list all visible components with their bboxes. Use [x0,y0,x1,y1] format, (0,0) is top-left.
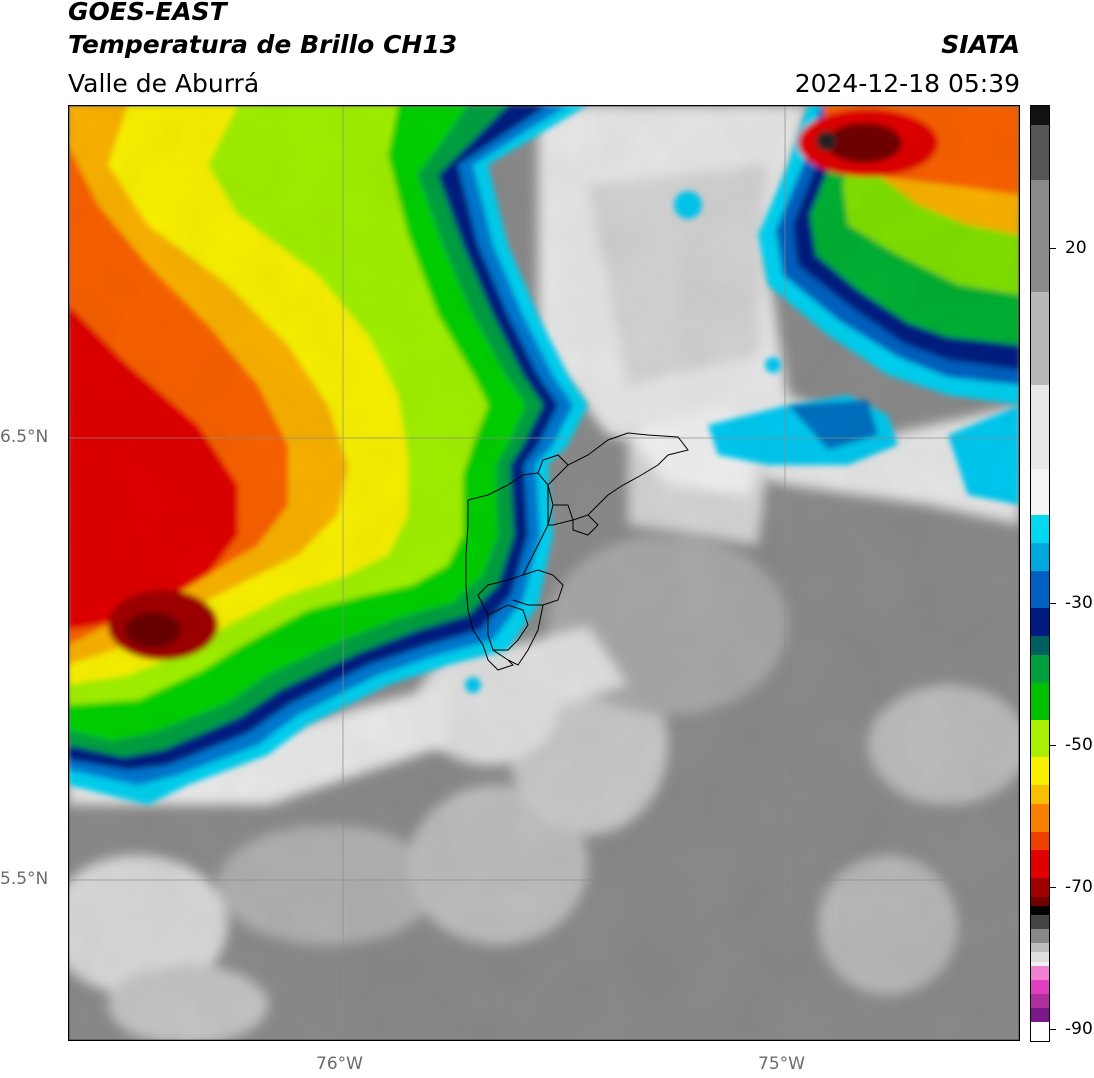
colorbar-segment [1031,878,1049,897]
colorbar-segment [1031,896,1049,906]
colorbar-segment [1031,803,1049,832]
colorbar-segment [1031,180,1049,293]
colorbar-tickmarks [1050,0,1058,1078]
colorbar-tick-minus70: -70 [1065,877,1093,897]
timestamp-label: 2024-12-18 05:39 [794,69,1020,98]
colorbar-tick-minus50: -50 [1065,735,1093,755]
lat-label-5-5: 5.5°N [0,869,49,889]
colorbar-segment [1031,543,1049,572]
colorbar-segment [1031,515,1049,544]
colorbar-segment [1031,636,1049,655]
map-canvas [68,105,1020,1041]
colorbar-segment [1031,571,1049,609]
satellite-map[interactable] [68,105,1020,1041]
colorbar-segment [1031,1022,1049,1041]
colorbar-segment [1031,980,1049,995]
lat-label-6-5: 6.5°N [0,427,49,447]
colorbar-segment [1031,915,1049,930]
colorbar-segment [1031,961,1049,967]
colorbar-tick-minus30: -30 [1065,593,1093,613]
colorbar-segment [1031,831,1049,851]
colorbar-segment [1031,1008,1049,1023]
colorbar-segment [1031,994,1049,1009]
colorbar-segment [1031,719,1049,758]
colorbar-tick-20: 20 [1065,238,1087,258]
colorbar-segment [1031,124,1049,181]
colorbar-segment [1031,654,1049,683]
colorbar-segment [1031,468,1049,516]
colorbar-segment [1031,385,1049,469]
graticule [68,105,1020,1041]
colorbar-segment [1031,929,1049,944]
colorbar [1030,105,1050,1042]
lon-label-75w: 75°W [758,1054,805,1074]
colorbar-segment [1031,905,1049,916]
colorbar-segment [1031,106,1049,125]
colorbar-tick-minus90: -90 [1065,1019,1093,1039]
colorbar-segment [1031,952,1049,962]
colorbar-segment [1031,850,1049,879]
agency-label: SIATA [941,30,1020,59]
colorbar-segment [1031,682,1049,720]
colorbar-segment [1031,757,1049,786]
colorbar-segment [1031,785,1049,804]
colorbar-segment [1031,292,1049,386]
region-subtitle: Valle de Aburrá [68,69,260,98]
colorbar-segment [1031,608,1049,637]
colorbar-segment [1031,966,1049,981]
satellite-title: GOES-EAST [68,0,227,26]
product-title: Temperatura de Brillo CH13 [68,30,458,59]
colorbar-segment [1031,943,1049,953]
municipal-boundaries [465,432,689,671]
lon-label-76w: 76°W [316,1054,363,1074]
